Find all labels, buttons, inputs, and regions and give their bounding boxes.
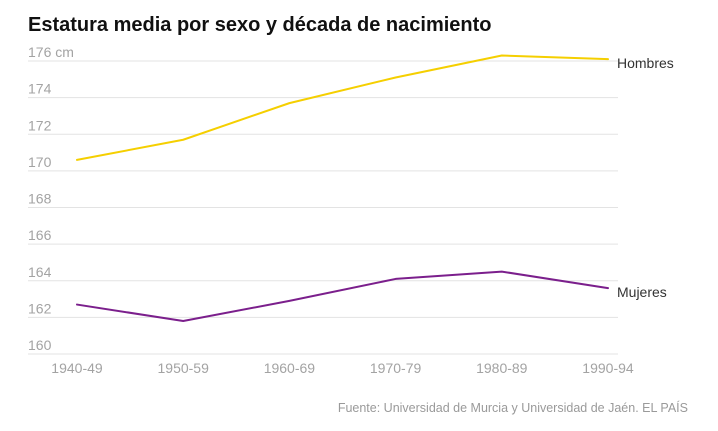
series-lines [76, 54, 609, 323]
y-tick-label: 160 [28, 337, 52, 353]
y-axis-ticks: 160 162 164 166 168 170 172 174 176 cm [28, 44, 74, 353]
y-tick-label: 172 [28, 117, 52, 133]
source-note: Fuente: Universidad de Murcia y Universi… [337, 401, 688, 415]
x-tick-label: 1990-94 [582, 360, 634, 376]
x-tick-label: 1970-79 [370, 360, 422, 376]
y-tick-label: 166 [28, 227, 52, 243]
series-line-mujeres [76, 270, 609, 323]
series-labels: Hombres Mujeres [617, 55, 674, 300]
y-tick-label: 162 [28, 300, 52, 316]
x-tick-label: 1950-59 [158, 360, 210, 376]
chart-title: Estatura media por sexo y década de naci… [28, 14, 492, 36]
y-tick-label: 176 cm [28, 44, 74, 60]
y-tick-label: 170 [28, 154, 52, 170]
y-tick-label: 168 [28, 191, 52, 207]
x-tick-label: 1960-69 [264, 360, 316, 376]
series-line-hombres [76, 54, 609, 161]
x-tick-label: 1940-49 [51, 360, 103, 376]
grid-lines [28, 60, 618, 355]
y-tick-label: 164 [28, 264, 52, 280]
x-axis-ticks: 1940-49 1950-59 1960-69 1970-79 1980-89 1990-… [51, 360, 634, 376]
series-label-mujeres: Mujeres [617, 284, 667, 300]
series-label-hombres: Hombres [617, 55, 674, 71]
y-tick-label: 174 [28, 81, 52, 97]
x-tick-label: 1980-89 [476, 360, 528, 376]
